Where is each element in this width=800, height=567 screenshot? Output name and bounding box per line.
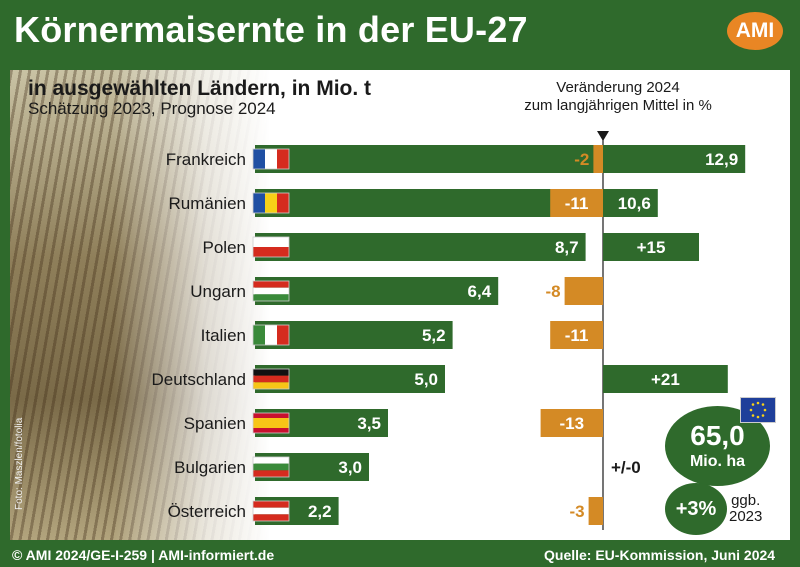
flag-border-8 — [252, 500, 290, 522]
eu-compare-label: ggb. 2023 — [729, 493, 762, 525]
change-label-2: +15 — [637, 238, 666, 257]
flag-stripe-6-2 — [253, 428, 289, 433]
flag-stripe-0-2 — [277, 149, 289, 169]
flag-stripe-7-1 — [253, 463, 289, 471]
eu-change-circle: +3% — [665, 483, 727, 535]
eu-total-unit: Mio. ha — [689, 453, 746, 470]
country-label-0: Frankreich — [166, 150, 246, 169]
country-label-5: Deutschland — [151, 370, 246, 389]
change-bar-0 — [593, 145, 603, 173]
change-bar-2 — [603, 233, 699, 261]
bar-value-label-5: 5,0 — [414, 370, 438, 389]
country-label-6: Spanien — [184, 414, 246, 433]
flag-stripe-5-0 — [253, 369, 289, 376]
country-label-4: Italien — [201, 326, 246, 345]
flag-stripe-1-2 — [277, 193, 289, 213]
zero-marker-icon — [597, 131, 609, 141]
flag-stripe-4-2 — [277, 325, 289, 345]
chart-subtitle-2: Schätzung 2023, Prognose 2024 — [28, 99, 276, 118]
bar-value-label-6: 3,5 — [357, 414, 381, 433]
flag-stripe-3-2 — [253, 294, 289, 301]
change-header-line2: zum langjährigen Mittel in % — [524, 97, 712, 114]
flag-stripe-5-2 — [253, 382, 289, 389]
country-label-7: Bulgarien — [174, 458, 246, 477]
change-header-line1: Veränderung 2024 — [556, 79, 680, 96]
footer-bar: © AMI 2024/GE-I-259 | AMI-informiert.de … — [0, 544, 800, 567]
bar-0 — [255, 145, 746, 173]
flag-stripe-6-0 — [253, 413, 289, 418]
bar-value-label-3: 6,4 — [468, 282, 492, 301]
chart-subtitle: in ausgewählten Ländern, in Mio. t — [28, 77, 372, 100]
chart-title: Körnermaisernte in der EU-27 — [14, 9, 528, 50]
change-label-4: -11 — [565, 326, 589, 345]
bar-value-label-4: 5,2 — [422, 326, 446, 345]
country-label-2: Polen — [203, 238, 246, 257]
flag-border-2 — [252, 236, 290, 258]
country-label-3: Ungarn — [190, 282, 246, 301]
header-bar: Körnermaisernte in der EU-27 AMI — [0, 0, 800, 64]
flag-stripe-8-2 — [253, 514, 289, 521]
country-label-8: Österreich — [168, 502, 246, 521]
flag-border-5 — [252, 368, 290, 390]
flag-border-1 — [252, 192, 290, 214]
change-bar-8 — [588, 497, 603, 525]
flag-border-3 — [252, 280, 290, 302]
flag-stripe-4-0 — [253, 325, 265, 345]
flag-stripe-2-0 — [253, 237, 289, 247]
footer-source: Quelle: EU-Kommission, Juni 2024 — [544, 547, 776, 563]
country-label-1: Rumänien — [169, 194, 247, 213]
bar-3 — [255, 277, 499, 305]
bar-value-label-0: 12,9 — [705, 150, 738, 169]
flag-stripe-7-0 — [253, 457, 289, 464]
change-label-8: -3 — [569, 502, 584, 521]
bar-value-label-1: 10,6 — [618, 194, 651, 213]
flag-stripe-2-1 — [253, 247, 289, 257]
flag-stripe-5-1 — [253, 375, 289, 383]
change-bar-3 — [564, 277, 603, 305]
bar-value-label-8: 2,2 — [308, 502, 332, 521]
flag-stripe-3-1 — [253, 287, 289, 295]
change-bar-4 — [550, 321, 603, 349]
change-label-5: +21 — [651, 370, 680, 389]
eu-flag-icon — [740, 397, 776, 423]
flag-stripe-0-0 — [253, 149, 265, 169]
flag-stripe-1-1 — [265, 193, 277, 213]
change-label-6: -13 — [560, 414, 585, 433]
flag-stripe-7-2 — [253, 470, 289, 477]
change-label-3: -8 — [545, 282, 560, 301]
flag-stripe-8-0 — [253, 501, 289, 508]
change-bar-1 — [550, 189, 603, 217]
bar-2 — [255, 233, 586, 261]
flag-stripe-1-0 — [253, 193, 265, 213]
flag-stripe-4-1 — [265, 325, 277, 345]
change-bar-6 — [540, 409, 603, 437]
ami-logo: AMI — [727, 12, 783, 50]
footer-copyright: © AMI 2024/GE-I-259 | AMI-informiert.de — [12, 547, 275, 563]
flag-stripe-3-0 — [253, 281, 289, 288]
flag-border-7 — [252, 456, 290, 478]
flag-border-4 — [252, 324, 290, 346]
change-header: Veränderung 2024 zum langjährigen Mittel… — [498, 79, 738, 115]
flag-stripe-8-1 — [253, 507, 289, 515]
eu-compare-line2: 2023 — [729, 508, 763, 525]
flag-border-0 — [252, 148, 290, 170]
change-label-0: -2 — [574, 150, 589, 169]
corn-field-photo: Foto: Maszlen/fotolia — [10, 70, 270, 540]
bar-value-label-7: 3,0 — [338, 458, 362, 477]
bar-value-label-2: 8,7 — [555, 238, 579, 257]
change-label-7: +/-0 — [611, 458, 641, 477]
eu-compare-line1: ggb. — [731, 492, 761, 509]
change-bar-5 — [603, 365, 728, 393]
flag-stripe-6-1 — [253, 418, 289, 428]
flag-stripe-0-1 — [265, 149, 277, 169]
change-label-1: -11 — [565, 194, 589, 213]
flag-border-6 — [252, 412, 290, 434]
eu-total-value: 65,0 — [690, 420, 745, 451]
